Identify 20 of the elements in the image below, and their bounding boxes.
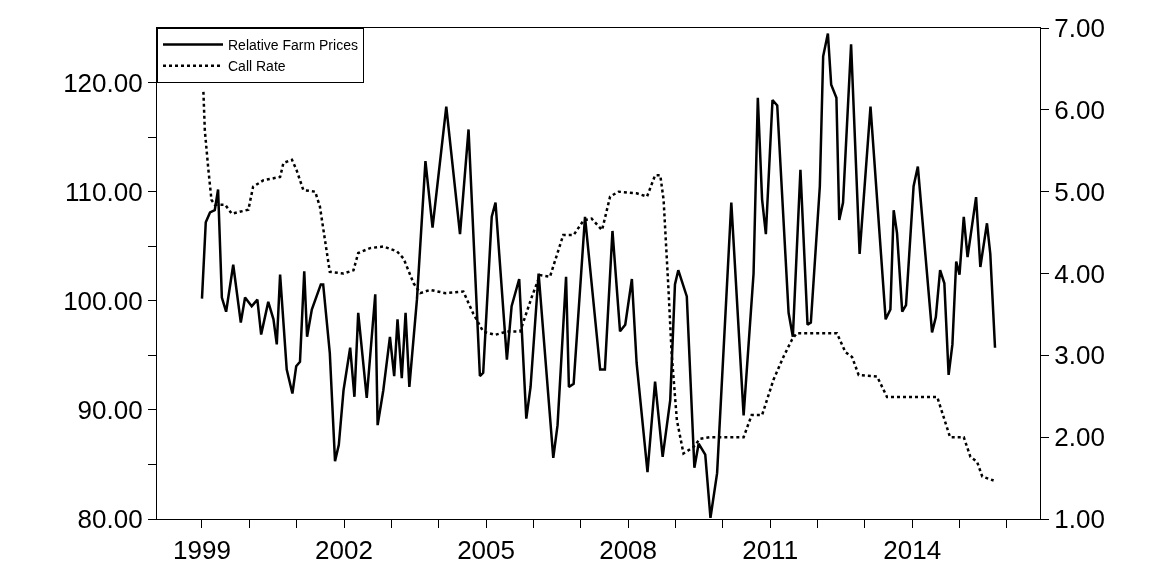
y2-tick-label: 2.00 xyxy=(1054,422,1105,453)
legend-label: Call Rate xyxy=(228,58,286,75)
y2-tick-label: 7.00 xyxy=(1054,13,1105,44)
legend-label: Relative Farm Prices xyxy=(228,37,358,54)
y-tick-label: 120.00 xyxy=(63,67,143,98)
y2-tick-label: 3.00 xyxy=(1054,340,1105,371)
x-tick-label: 2002 xyxy=(315,535,373,566)
y-tick-label: 110.00 xyxy=(65,176,143,207)
x-tick-label: 2011 xyxy=(742,535,799,566)
y2-tick-label: 5.00 xyxy=(1054,176,1105,207)
y-tick-label: 100.00 xyxy=(63,285,143,316)
y-tick-label: 90.00 xyxy=(77,394,143,425)
x-tick-label: 2005 xyxy=(457,535,515,566)
y-tick-label: 80.00 xyxy=(77,504,143,535)
y2-tick-label: 6.00 xyxy=(1054,94,1105,125)
x-tick-label: 1999 xyxy=(173,535,231,566)
y2-tick-label: 1.00 xyxy=(1054,504,1105,535)
x-tick-label: 2014 xyxy=(883,535,942,566)
y2-tick-label: 4.00 xyxy=(1054,258,1105,289)
x-tick-label: 2008 xyxy=(599,535,658,566)
